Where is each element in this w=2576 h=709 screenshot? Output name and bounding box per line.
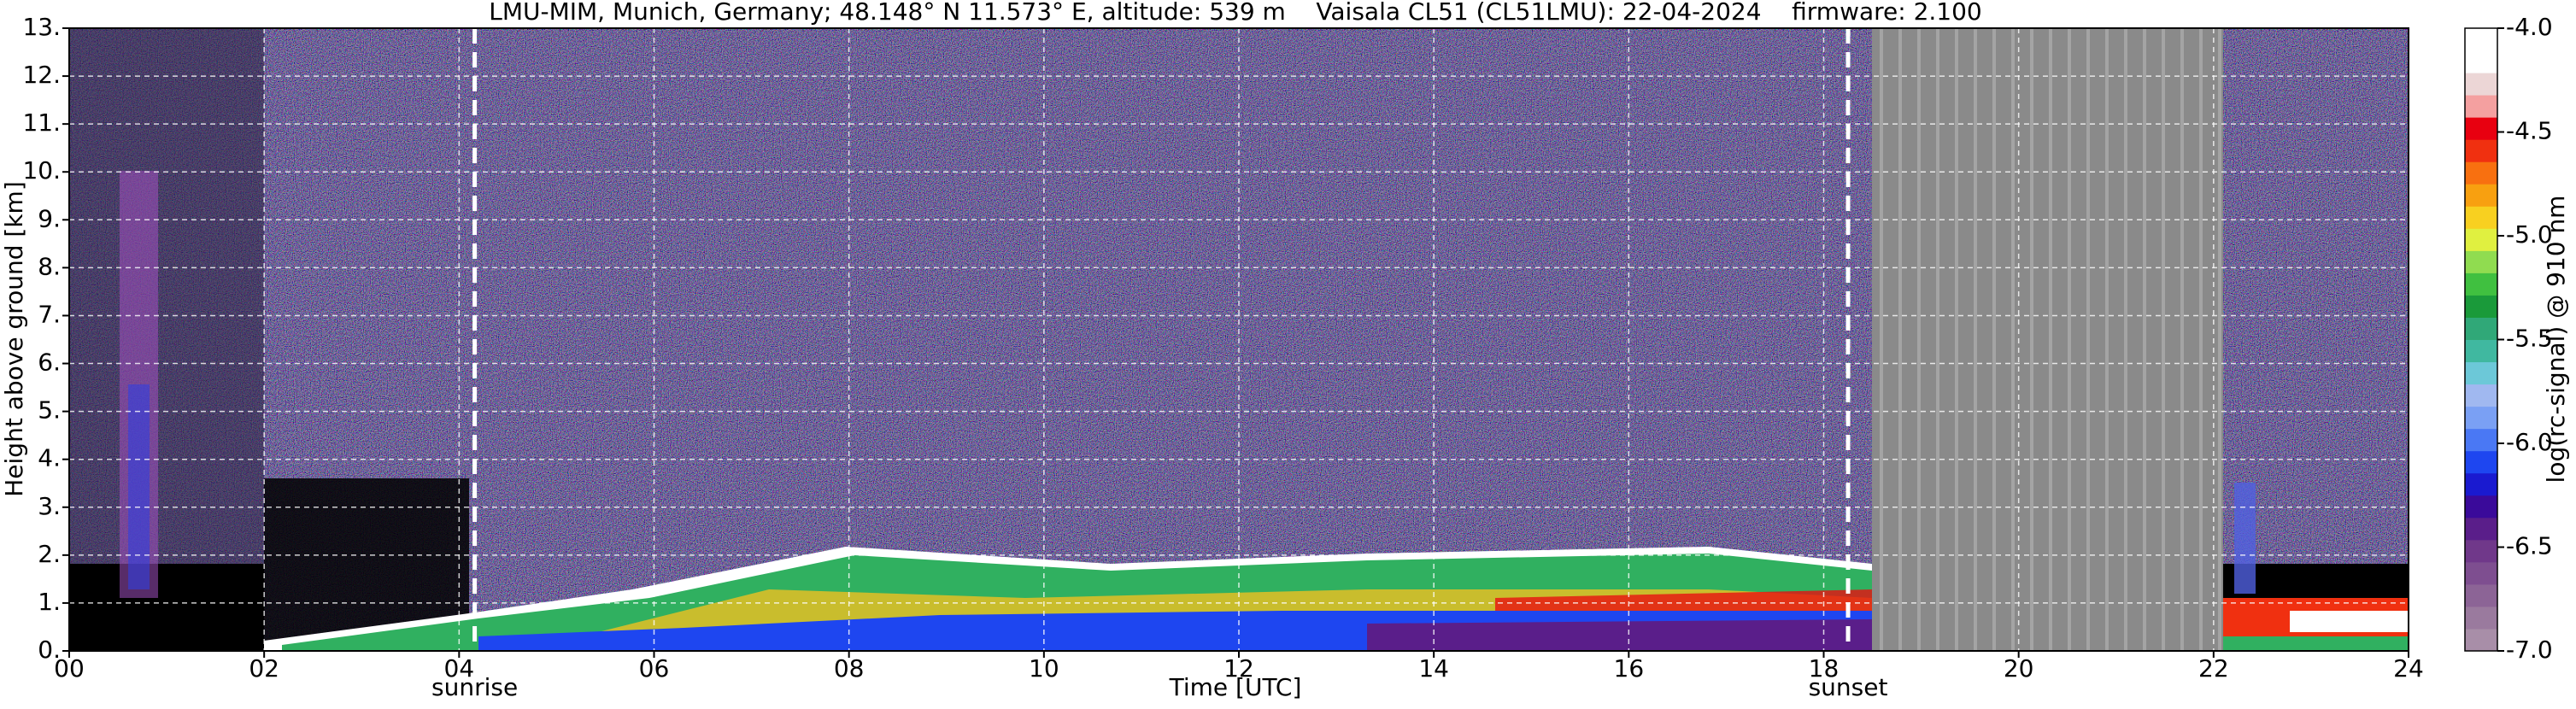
colorbar-swatch bbox=[2465, 384, 2497, 407]
y-tick-label: 6. bbox=[38, 349, 61, 377]
colorbar-tick-label: -4.0 bbox=[2506, 13, 2553, 41]
colorbar-swatch bbox=[2465, 339, 2497, 363]
y-tick-label: 13. bbox=[22, 13, 61, 41]
colorbar-swatch bbox=[2465, 450, 2497, 474]
x-tick-label: 02 bbox=[249, 654, 279, 683]
colorbar-swatch bbox=[2465, 361, 2497, 385]
colorbar-swatch bbox=[2465, 561, 2497, 585]
colorbar-swatch bbox=[2465, 139, 2497, 162]
x-tick-label: 20 bbox=[2004, 654, 2034, 683]
y-tick-label: 7. bbox=[38, 300, 61, 328]
x-tick-label: 16 bbox=[1614, 654, 1645, 683]
y-tick-label: 12. bbox=[22, 61, 61, 89]
x-tick-label: 22 bbox=[2198, 654, 2229, 683]
colorbar-tick-label: -5.0 bbox=[2506, 220, 2553, 249]
y-tick-label: 9. bbox=[38, 204, 61, 232]
y-tick-label: 4. bbox=[38, 444, 61, 472]
y-tick-label: 8. bbox=[38, 252, 61, 280]
y-axis-title: Height above ground [km] bbox=[0, 181, 28, 497]
x-axis-title: Time [UTC] bbox=[1169, 673, 1302, 701]
chart-title: LMU-MIM, Munich, Germany; 48.148° N 11.5… bbox=[489, 0, 1982, 26]
colorbar-swatch bbox=[2465, 583, 2497, 607]
x-tick-label: 18 bbox=[1809, 654, 1840, 683]
colorbar-swatch bbox=[2465, 206, 2497, 229]
colorbar-swatch bbox=[2465, 539, 2497, 563]
x-tick-label: 08 bbox=[834, 654, 865, 683]
x-tick-label: 12 bbox=[1223, 654, 1254, 683]
colorbar-swatch bbox=[2465, 95, 2497, 118]
colorbar-swatch bbox=[2465, 184, 2497, 207]
x-tick-label: 14 bbox=[1418, 654, 1449, 683]
colorbar-swatch bbox=[2465, 272, 2497, 296]
colorbar-swatch bbox=[2465, 517, 2497, 541]
colorbar-swatch bbox=[2465, 495, 2497, 519]
x-tick-label: 10 bbox=[1029, 654, 1059, 683]
colorbar-title: log(rc-signal) @ 910 nm bbox=[2542, 196, 2570, 483]
colorbar-swatch bbox=[2465, 117, 2497, 140]
y-tick-label: 11. bbox=[22, 108, 61, 137]
colorbar-swatch bbox=[2465, 406, 2497, 430]
colorbar-swatch bbox=[2465, 73, 2497, 96]
y-tick-label: 2. bbox=[38, 540, 61, 568]
y-tick-label: 1. bbox=[38, 588, 61, 616]
colorbar-swatch bbox=[2465, 28, 2497, 51]
colorbar-swatch bbox=[2465, 472, 2497, 496]
annotations bbox=[472, 28, 1851, 651]
x-tick-label: 24 bbox=[2393, 654, 2424, 683]
colorbar-swatch bbox=[2465, 317, 2497, 340]
colorbar-tick-label: -4.5 bbox=[2506, 117, 2553, 145]
colorbar-tick-label: -6.5 bbox=[2506, 532, 2553, 560]
y-tick-label: 0. bbox=[38, 636, 61, 664]
y-tick-label: 3. bbox=[38, 492, 61, 520]
annotation-label: sunset bbox=[1809, 673, 1888, 701]
x-tick-label: 06 bbox=[639, 654, 670, 683]
colorbar-swatch bbox=[2465, 428, 2497, 452]
x-tick-label: 04 bbox=[444, 654, 475, 683]
colorbar-swatch bbox=[2465, 628, 2497, 652]
colorbar-swatch bbox=[2465, 250, 2497, 273]
colorbar-swatch bbox=[2465, 295, 2497, 318]
colorbar: -7.0 -6.5 -6.0 -5.5 -5.0 -4.5 -4.0 bbox=[2464, 13, 2553, 664]
annotation-label: sunrise bbox=[431, 673, 518, 701]
colorbar-swatch bbox=[2465, 161, 2497, 185]
grid bbox=[69, 28, 2409, 651]
y-tick-label: 10. bbox=[22, 156, 61, 185]
colorbar-swatch bbox=[2465, 50, 2497, 73]
x-tick-label: 00 bbox=[54, 654, 85, 683]
colorbar-swatch bbox=[2465, 228, 2497, 251]
colorbar-tick-label: -6.0 bbox=[2506, 428, 2553, 456]
y-tick-label: 5. bbox=[38, 396, 61, 425]
colorbar-tick-label: -5.5 bbox=[2506, 325, 2553, 353]
colorbar-swatch bbox=[2465, 606, 2497, 630]
colorbar-tick-label: -7.0 bbox=[2506, 636, 2553, 664]
